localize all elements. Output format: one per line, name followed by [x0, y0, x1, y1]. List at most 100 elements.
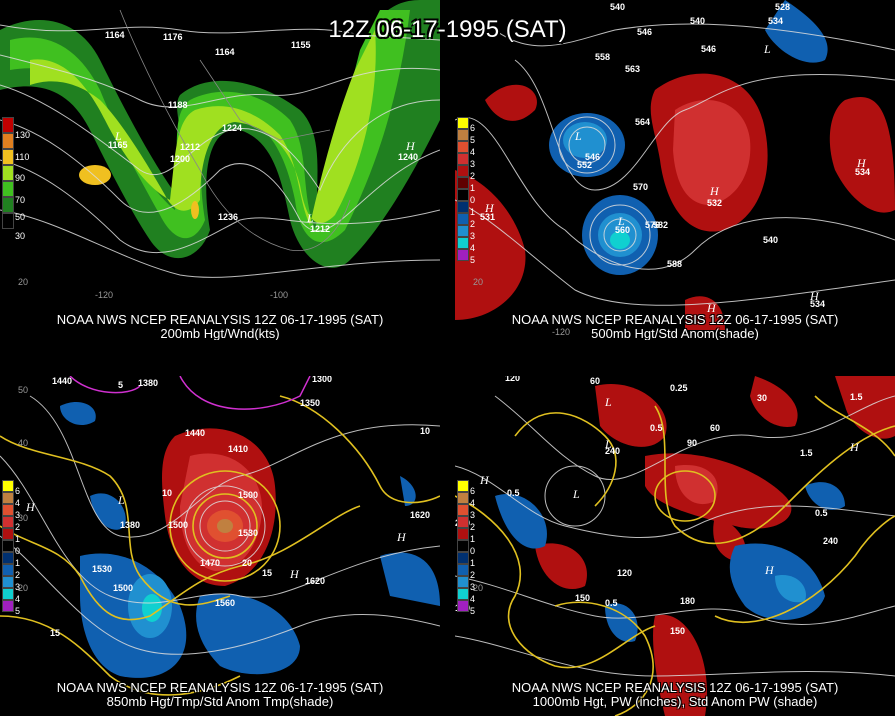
legend-label: 1 — [470, 558, 476, 568]
contour-label: 582 — [653, 220, 668, 230]
contour-label: 558 — [595, 52, 610, 62]
legend-label: 0 — [470, 195, 476, 205]
legend-swatch — [2, 133, 14, 149]
legend-swatch — [2, 576, 14, 588]
legend-label: 2 — [470, 219, 476, 229]
high-marker: H — [856, 156, 867, 170]
contour-label: 0.5 — [650, 423, 663, 433]
contour-label: 1176 — [163, 32, 183, 42]
legend-swatch — [2, 528, 14, 540]
legend-label: 4 — [470, 147, 476, 157]
contour-label: 560 — [615, 225, 630, 235]
contour-label: 531 — [480, 212, 495, 222]
contour-label: 1500 — [113, 583, 133, 593]
legend-label: 5 — [15, 606, 21, 616]
legend-label: 5 — [470, 255, 476, 265]
legend-swatch — [457, 492, 469, 504]
contour-label: 1500 — [238, 490, 258, 500]
contour-label: 1620 — [305, 576, 325, 586]
color-legend — [2, 117, 14, 229]
contour-label: 1212 — [310, 224, 330, 234]
legend-swatch — [457, 213, 469, 225]
low-marker: L — [574, 129, 582, 143]
legend-label: 1 — [470, 183, 476, 193]
legend-label: 5 — [470, 606, 476, 616]
contour-label: 90 — [687, 438, 697, 448]
map-850mb: 1440 1380 1300 1410 1500 1470 1350 1380 … — [0, 376, 440, 716]
legend-swatch — [457, 528, 469, 540]
legend-label: 3 — [15, 582, 21, 592]
contour-label: 10 — [162, 488, 172, 498]
contour-label: 540 — [610, 2, 625, 12]
contour-label: 5 — [118, 380, 123, 390]
contour-label: 570 — [633, 182, 648, 192]
high-marker: H — [479, 473, 490, 487]
contour-label: 15 — [262, 568, 272, 578]
legend-swatch — [2, 181, 14, 197]
contour-label: 564 — [635, 117, 650, 127]
legend-label: 90 — [15, 173, 26, 183]
contour-label: 1530 — [92, 564, 112, 574]
contour-label: 1620 — [410, 510, 430, 520]
legend-label: 2 — [470, 171, 476, 181]
legend-swatch — [457, 480, 469, 492]
contour-label: 528 — [775, 2, 790, 12]
legend-label: 2 — [470, 570, 476, 580]
contour-label: 60 — [590, 376, 600, 386]
contour-label: 1470 — [200, 558, 220, 568]
legend-label: 4 — [470, 594, 476, 604]
axis-label: -120 — [95, 290, 113, 300]
contour-label: 30 — [757, 393, 767, 403]
legend-swatch — [457, 564, 469, 576]
contour-label: 240 — [823, 536, 838, 546]
legend-label: 3 — [470, 231, 476, 241]
legend-swatch — [2, 504, 14, 516]
contour-label: 552 — [577, 160, 592, 170]
panel-source-line: NOAA NWS NCEP REANALYSIS 12Z 06-17-1995 … — [511, 312, 839, 327]
contour-label: 10 — [420, 426, 430, 436]
axis-label: 20 — [18, 277, 28, 287]
legend-swatch — [457, 588, 469, 600]
contour-label: 60 — [710, 423, 720, 433]
legend-label: 6 — [470, 486, 476, 496]
contour-label: 540 — [763, 235, 778, 245]
contour-label: 1380 — [138, 378, 158, 388]
legend-label: 30 — [15, 231, 26, 241]
legend-label: 4 — [470, 243, 476, 253]
contour-label: 150 — [575, 593, 590, 603]
high-marker: H — [809, 289, 820, 303]
contour-label: 1236 — [218, 212, 238, 222]
legend-swatch — [457, 600, 469, 612]
legend-swatch — [457, 576, 469, 588]
panel-source-line: NOAA NWS NCEP REANALYSIS 12Z 06-17-1995 … — [511, 680, 839, 695]
legend-label: 70 — [15, 195, 26, 205]
low-marker: L — [617, 214, 625, 228]
contour-label: 534 — [768, 16, 783, 26]
legend-swatch — [2, 540, 14, 552]
page-title: 12Z 06-17-1995 (SAT) — [328, 16, 567, 43]
legend-label: 2 — [470, 522, 476, 532]
contour-label: 120 — [505, 376, 520, 383]
contour-label: 534 — [855, 167, 870, 177]
legend-label: 1 — [15, 558, 21, 568]
legend-swatch — [457, 516, 469, 528]
contour-label: 1164 — [105, 30, 125, 40]
high-marker: H — [25, 500, 36, 514]
map-500mb: 540 540 528 534 546 558 546 563 564 552 … — [455, 0, 895, 340]
contour-label: 534 — [810, 299, 825, 309]
legend-swatch — [457, 504, 469, 516]
legend-label: 0 — [15, 546, 21, 556]
axis-label: -100 — [270, 290, 288, 300]
contour-label: 540 — [690, 16, 705, 26]
legend-swatch — [457, 153, 469, 165]
legend-swatch — [2, 564, 14, 576]
high-marker: H — [706, 301, 717, 315]
legend-swatch — [2, 213, 14, 229]
contour-label: 120 — [617, 568, 632, 578]
legend-label: 1 — [15, 534, 21, 544]
contour-label: 1165 — [108, 140, 128, 150]
high-marker: H — [849, 440, 860, 454]
legend-swatch — [457, 117, 469, 129]
contour-label: 532 — [707, 198, 722, 208]
